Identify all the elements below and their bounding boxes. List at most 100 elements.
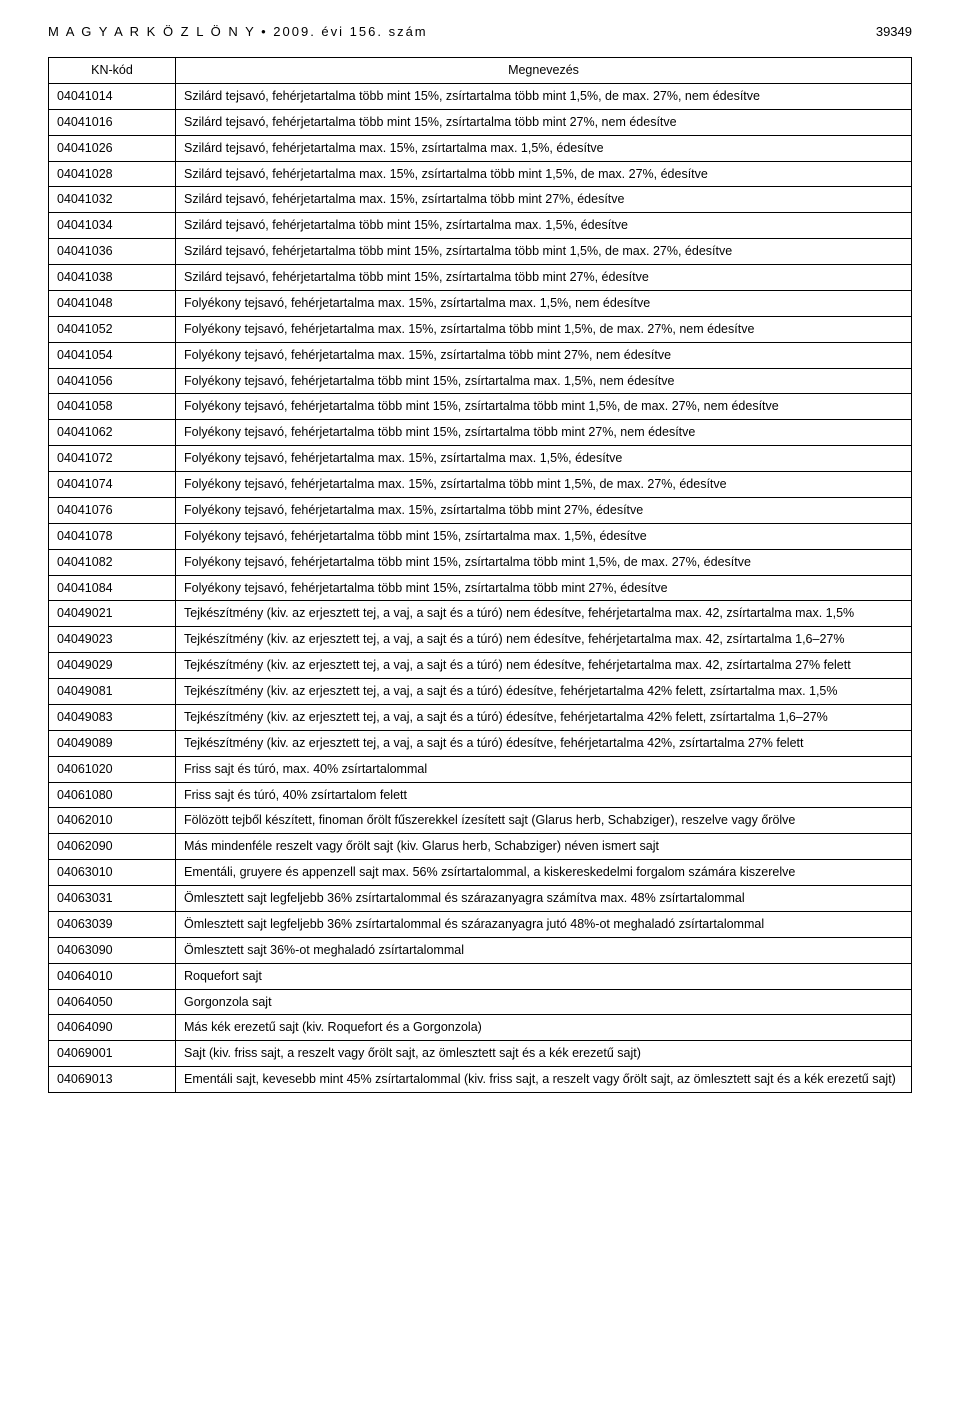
cell-description: Friss sajt és túró, max. 40% zsírtartalo… — [176, 756, 912, 782]
cell-description: Szilárd tejsavó, fehérjetartalma max. 15… — [176, 161, 912, 187]
cell-code: 04041032 — [49, 187, 176, 213]
cell-description: Folyékony tejsavó, fehérjetartalma max. … — [176, 342, 912, 368]
cell-code: 04061080 — [49, 782, 176, 808]
cell-description: Folyékony tejsavó, fehérjetartalma több … — [176, 523, 912, 549]
table-row: 04041052Folyékony tejsavó, fehérjetartal… — [49, 316, 912, 342]
cell-description: Ömlesztett sajt legfeljebb 36% zsírtarta… — [176, 911, 912, 937]
table-row: 04049083Tejkészítmény (kiv. az erjesztet… — [49, 704, 912, 730]
kn-code-table: KN-kód Megnevezés 04041014Szilárd tejsav… — [48, 57, 912, 1093]
table-row: 04049081Tejkészítmény (kiv. az erjesztet… — [49, 679, 912, 705]
cell-description: Folyékony tejsavó, fehérjetartalma max. … — [176, 290, 912, 316]
cell-code: 04041058 — [49, 394, 176, 420]
cell-code: 04041072 — [49, 446, 176, 472]
cell-code: 04062090 — [49, 834, 176, 860]
table-row: 04063090Ömlesztett sajt 36%-ot meghaladó… — [49, 937, 912, 963]
cell-code: 04063031 — [49, 886, 176, 912]
cell-description: Folyékony tejsavó, fehérjetartalma több … — [176, 575, 912, 601]
header-page-number: 39349 — [876, 24, 912, 39]
cell-code: 04063090 — [49, 937, 176, 963]
cell-description: Folyékony tejsavó, fehérjetartalma max. … — [176, 446, 912, 472]
table-row: 04041034Szilárd tejsavó, fehérjetartalma… — [49, 213, 912, 239]
cell-code: 04041052 — [49, 316, 176, 342]
cell-code: 04061020 — [49, 756, 176, 782]
cell-description: Más mindenféle reszelt vagy őrölt sajt (… — [176, 834, 912, 860]
table-row: 04041074Folyékony tejsavó, fehérjetartal… — [49, 472, 912, 498]
cell-description: Ömlesztett sajt legfeljebb 36% zsírtarta… — [176, 886, 912, 912]
table-row: 04041082Folyékony tejsavó, fehérjetartal… — [49, 549, 912, 575]
table-row: 04061080Friss sajt és túró, 40% zsírtart… — [49, 782, 912, 808]
cell-description: Folyékony tejsavó, fehérjetartalma max. … — [176, 497, 912, 523]
table-row: 04041084Folyékony tejsavó, fehérjetartal… — [49, 575, 912, 601]
cell-description: Szilárd tejsavó, fehérjetartalma több mi… — [176, 109, 912, 135]
cell-description: Ömlesztett sajt 36%-ot meghaladó zsírtar… — [176, 937, 912, 963]
table-row: 04064090Más kék erezetű sajt (kiv. Roque… — [49, 1015, 912, 1041]
table-header-row: KN-kód Megnevezés — [49, 58, 912, 84]
table-row: 04062010Fölözött tejből készített, finom… — [49, 808, 912, 834]
cell-code: 04041078 — [49, 523, 176, 549]
table-row: 04049023Tejkészítmény (kiv. az erjesztet… — [49, 627, 912, 653]
cell-code: 04041084 — [49, 575, 176, 601]
cell-code: 04041082 — [49, 549, 176, 575]
cell-code: 04041026 — [49, 135, 176, 161]
cell-description: Gorgonzola sajt — [176, 989, 912, 1015]
table-row: 04041032Szilárd tejsavó, fehérjetartalma… — [49, 187, 912, 213]
cell-description: Tejkészítmény (kiv. az erjesztett tej, a… — [176, 704, 912, 730]
col-header-desc: Megnevezés — [176, 58, 912, 84]
cell-code: 04041036 — [49, 239, 176, 265]
table-row: 04063039Ömlesztett sajt legfeljebb 36% z… — [49, 911, 912, 937]
col-header-code: KN-kód — [49, 58, 176, 84]
cell-description: Szilárd tejsavó, fehérjetartalma több mi… — [176, 239, 912, 265]
table-row: 04061020Friss sajt és túró, max. 40% zsí… — [49, 756, 912, 782]
cell-description: Friss sajt és túró, 40% zsírtartalom fel… — [176, 782, 912, 808]
cell-description: Roquefort sajt — [176, 963, 912, 989]
cell-description: Tejkészítmény (kiv. az erjesztett tej, a… — [176, 679, 912, 705]
table-row: 04041062Folyékony tejsavó, fehérjetartal… — [49, 420, 912, 446]
table-row: 04062090Más mindenféle reszelt vagy őröl… — [49, 834, 912, 860]
cell-description: Folyékony tejsavó, fehérjetartalma max. … — [176, 316, 912, 342]
cell-description: Sajt (kiv. friss sajt, a reszelt vagy őr… — [176, 1041, 912, 1067]
cell-code: 04049021 — [49, 601, 176, 627]
page-header: M A G Y A R K Ö Z L Ö N Y • 2009. évi 15… — [48, 24, 912, 39]
table-row: 04041038Szilárd tejsavó, fehérjetartalma… — [49, 265, 912, 291]
cell-code: 04041014 — [49, 83, 176, 109]
cell-code: 04041054 — [49, 342, 176, 368]
cell-description: Szilárd tejsavó, fehérjetartalma több mi… — [176, 213, 912, 239]
cell-code: 04041076 — [49, 497, 176, 523]
cell-code: 04064010 — [49, 963, 176, 989]
table-row: 04041058Folyékony tejsavó, fehérjetartal… — [49, 394, 912, 420]
cell-code: 04064050 — [49, 989, 176, 1015]
cell-code: 04064090 — [49, 1015, 176, 1041]
header-left: M A G Y A R K Ö Z L Ö N Y • 2009. évi 15… — [48, 24, 428, 39]
cell-code: 04041062 — [49, 420, 176, 446]
cell-code: 04062010 — [49, 808, 176, 834]
cell-description: Tejkészítmény (kiv. az erjesztett tej, a… — [176, 627, 912, 653]
table-row: 04041072Folyékony tejsavó, fehérjetartal… — [49, 446, 912, 472]
table-row: 04041048Folyékony tejsavó, fehérjetartal… — [49, 290, 912, 316]
cell-description: Ementáli sajt, kevesebb mint 45% zsírtar… — [176, 1067, 912, 1093]
cell-code: 04069013 — [49, 1067, 176, 1093]
cell-code: 04049081 — [49, 679, 176, 705]
cell-description: Szilárd tejsavó, fehérjetartalma több mi… — [176, 265, 912, 291]
table-row: 04041076Folyékony tejsavó, fehérjetartal… — [49, 497, 912, 523]
table-row: 04041016Szilárd tejsavó, fehérjetartalma… — [49, 109, 912, 135]
cell-description: Szilárd tejsavó, fehérjetartalma max. 15… — [176, 187, 912, 213]
table-row: 04041078Folyékony tejsavó, fehérjetartal… — [49, 523, 912, 549]
cell-code: 04069001 — [49, 1041, 176, 1067]
table-row: 04064050Gorgonzola sajt — [49, 989, 912, 1015]
cell-code: 04041038 — [49, 265, 176, 291]
table-row: 04064010Roquefort sajt — [49, 963, 912, 989]
cell-description: Folyékony tejsavó, fehérjetartalma több … — [176, 394, 912, 420]
cell-description: Folyékony tejsavó, fehérjetartalma több … — [176, 420, 912, 446]
cell-code: 04041056 — [49, 368, 176, 394]
cell-code: 04041028 — [49, 161, 176, 187]
cell-description: Folyékony tejsavó, fehérjetartalma több … — [176, 549, 912, 575]
cell-description: Más kék erezetű sajt (kiv. Roquefort és … — [176, 1015, 912, 1041]
table-row: 04049029Tejkészítmény (kiv. az erjesztet… — [49, 653, 912, 679]
cell-code: 04049023 — [49, 627, 176, 653]
table-row: 04049021Tejkészítmény (kiv. az erjesztet… — [49, 601, 912, 627]
table-row: 04069013Ementáli sajt, kevesebb mint 45%… — [49, 1067, 912, 1093]
table-row: 04041056Folyékony tejsavó, fehérjetartal… — [49, 368, 912, 394]
table-row: 04041014Szilárd tejsavó, fehérjetartalma… — [49, 83, 912, 109]
table-row: 04069001Sajt (kiv. friss sajt, a reszelt… — [49, 1041, 912, 1067]
cell-code: 04063010 — [49, 860, 176, 886]
